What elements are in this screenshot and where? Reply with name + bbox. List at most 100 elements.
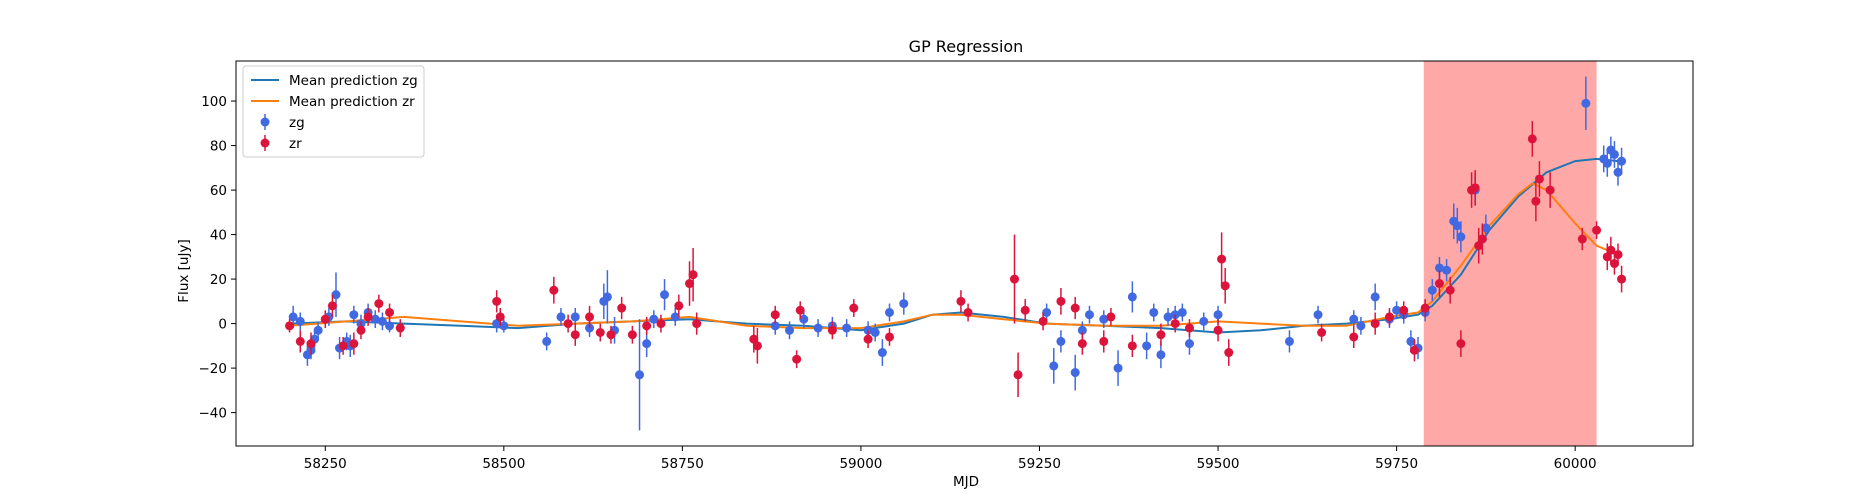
x-tick-label: 60000 bbox=[1554, 456, 1597, 472]
data-point-zr bbox=[627, 330, 637, 340]
data-point-zr bbox=[1470, 183, 1480, 193]
data-point-zr bbox=[1445, 285, 1455, 295]
data-point-zg bbox=[799, 314, 809, 324]
data-point-zr bbox=[1602, 252, 1612, 262]
data-point-zr bbox=[1127, 341, 1137, 351]
data-point-zg bbox=[385, 321, 395, 331]
mean-prediction-line-zr bbox=[289, 182, 1619, 330]
data-point-zr bbox=[395, 323, 405, 333]
axes: 58250 58500 58750 59000 59250 59500 59750 60000… bbox=[199, 60, 1694, 472]
data-point-zg bbox=[1056, 336, 1066, 346]
data-point-zg bbox=[1349, 314, 1359, 324]
data-point-zr bbox=[1370, 319, 1380, 329]
data-point-zr bbox=[963, 307, 973, 317]
data-point-zr bbox=[792, 354, 802, 364]
data-point-zr bbox=[1384, 312, 1394, 322]
data-point-zr bbox=[642, 321, 652, 331]
data-point-zg bbox=[1427, 285, 1437, 295]
data-point-zg bbox=[642, 339, 652, 349]
data-point-zr bbox=[295, 336, 305, 346]
data-point-zr bbox=[956, 296, 966, 306]
data-point-zg bbox=[877, 348, 887, 358]
data-point-zr bbox=[492, 296, 502, 306]
data-point-zr bbox=[692, 319, 702, 329]
x-tick-label: 59000 bbox=[839, 456, 882, 472]
chart-title: GP Regression bbox=[909, 37, 1024, 56]
data-point-zg bbox=[313, 325, 323, 335]
data-point-zg bbox=[1356, 321, 1366, 331]
data-point-zr bbox=[1038, 316, 1048, 326]
data-point-zr bbox=[1009, 274, 1019, 284]
data-point-zr bbox=[1617, 274, 1627, 284]
data-point-zr bbox=[1477, 234, 1487, 244]
data-point-zg bbox=[1434, 263, 1444, 273]
x-tick-label: 59250 bbox=[1018, 456, 1061, 472]
data-point-zr bbox=[1456, 339, 1466, 349]
data-point-zr bbox=[306, 339, 316, 349]
data-point-zr bbox=[356, 325, 366, 335]
x-tick-label: 58750 bbox=[661, 456, 704, 472]
data-point-zg bbox=[1070, 368, 1080, 378]
data-point-zg bbox=[1199, 316, 1209, 326]
y-axis-label: Flux [uJy] bbox=[176, 239, 192, 302]
data-point-zg bbox=[1113, 363, 1123, 373]
data-point-zr bbox=[1317, 328, 1327, 338]
data-point-zg bbox=[1184, 339, 1194, 349]
data-point-zr bbox=[349, 339, 359, 349]
data-point-zg bbox=[1177, 307, 1187, 317]
data-point-zg bbox=[670, 312, 680, 322]
data-point-zr bbox=[570, 330, 580, 340]
data-point-zr bbox=[563, 319, 573, 329]
data-point-zr bbox=[1474, 241, 1484, 251]
data-point-zg bbox=[785, 325, 795, 335]
data-point-zr bbox=[285, 321, 295, 331]
data-point-zr bbox=[1224, 348, 1234, 358]
data-point-zr bbox=[1531, 196, 1541, 206]
x-tick-label: 59500 bbox=[1197, 456, 1240, 472]
data-point-zr bbox=[595, 328, 605, 338]
data-point-zg bbox=[1406, 336, 1416, 346]
shaded-region bbox=[1423, 61, 1597, 446]
data-point-zg bbox=[570, 312, 580, 322]
data-point-zr bbox=[1013, 370, 1023, 380]
data-point-zg bbox=[870, 328, 880, 338]
data-point-zg bbox=[1149, 307, 1159, 317]
data-point-zg bbox=[1313, 310, 1323, 320]
legend-label: Mean prediction zr bbox=[289, 94, 415, 110]
data-point-zr bbox=[752, 341, 762, 351]
data-point-zg bbox=[370, 314, 380, 324]
data-point-zr bbox=[1056, 296, 1066, 306]
data-point-zr bbox=[885, 332, 895, 342]
data-point-zg bbox=[1142, 341, 1152, 351]
data-point-zr bbox=[1220, 281, 1230, 291]
data-point-zr bbox=[1099, 336, 1109, 346]
data-point-zg bbox=[1284, 336, 1294, 346]
data-point-zg bbox=[842, 323, 852, 333]
data-point-zr bbox=[1434, 279, 1444, 289]
data-point-zg bbox=[349, 310, 359, 320]
data-point-zg bbox=[556, 312, 566, 322]
data-point-zr bbox=[688, 270, 698, 280]
data-point-zg bbox=[1163, 312, 1173, 322]
data-point-zg bbox=[1456, 232, 1466, 242]
data-point-zr bbox=[656, 319, 666, 329]
plot-frame bbox=[235, 60, 1694, 447]
data-point-zr bbox=[1613, 250, 1623, 260]
data-point-zr bbox=[1106, 312, 1116, 322]
data-point-zg bbox=[1077, 325, 1087, 335]
data-point-zr bbox=[320, 314, 330, 324]
data-point-zg bbox=[635, 370, 645, 380]
data-point-zr bbox=[863, 334, 873, 344]
data-point-zr bbox=[1170, 319, 1180, 329]
data-point-zg bbox=[331, 290, 341, 300]
data-point-zr bbox=[1213, 325, 1223, 335]
data-point-zr bbox=[385, 307, 395, 317]
legend-label: Mean prediction zg bbox=[289, 73, 418, 89]
data-point-zr bbox=[495, 312, 505, 322]
data-point-zg bbox=[1099, 314, 1109, 324]
data-point-zr bbox=[770, 310, 780, 320]
data-point-zr bbox=[1534, 174, 1544, 184]
data-point-zg bbox=[288, 312, 298, 322]
data-point-zg bbox=[1392, 305, 1402, 315]
